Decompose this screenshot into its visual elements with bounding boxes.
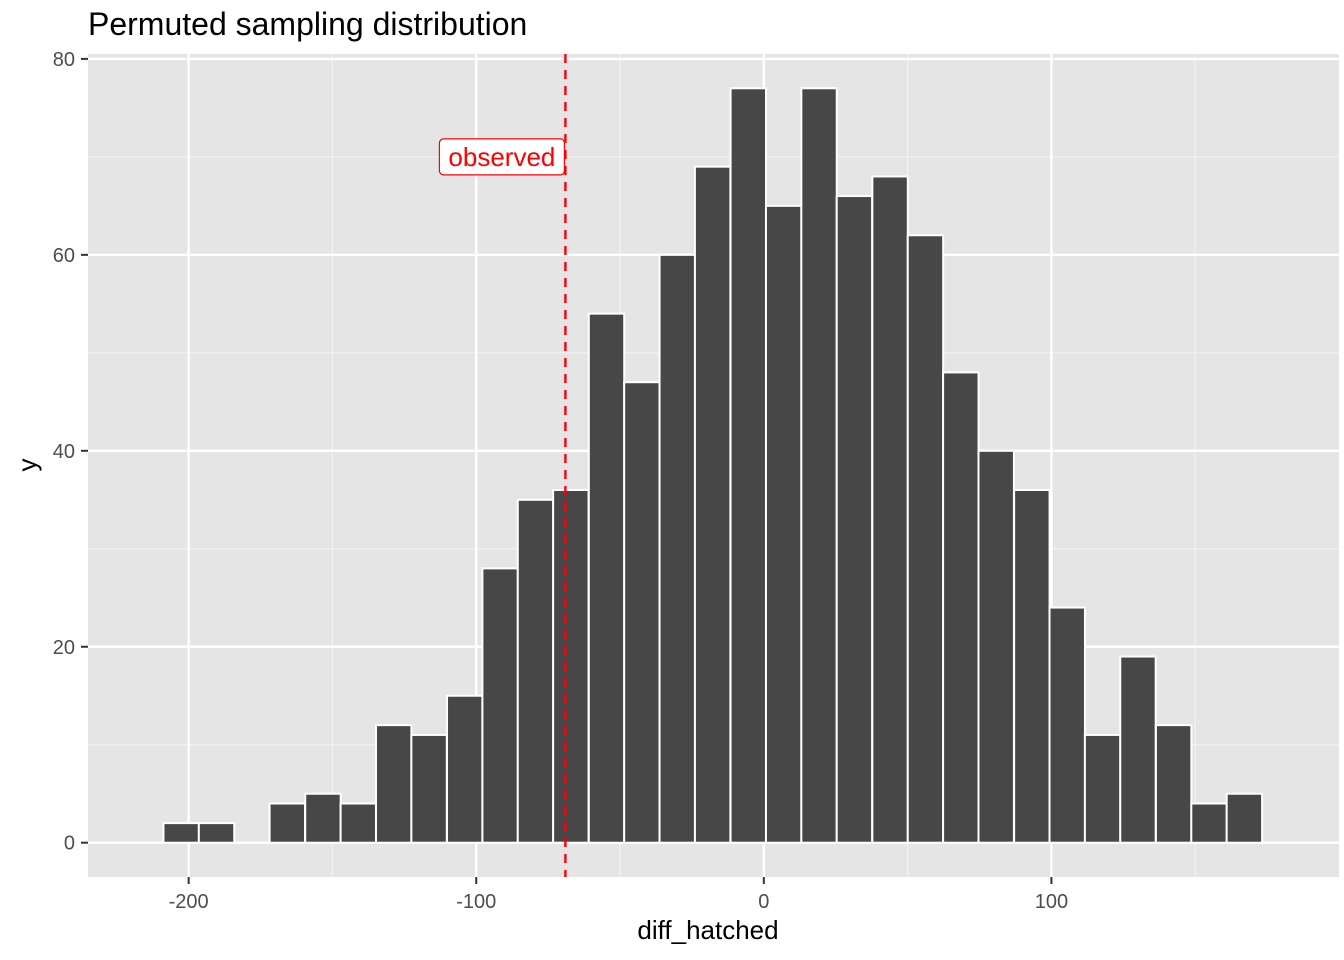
histogram-bar (1013, 488, 1051, 844)
x-tick-label: -200 (169, 891, 209, 913)
histogram-bar (552, 488, 590, 844)
y-tick-label: 20 (53, 637, 75, 659)
histogram-bar (162, 822, 200, 844)
histogram-bar (658, 253, 696, 844)
histogram-bar (977, 449, 1015, 844)
histogram-bar (1119, 655, 1157, 844)
histogram-bar (835, 195, 874, 844)
observed-label: observed (448, 142, 555, 172)
histogram-bar (304, 792, 342, 844)
x-tick-label: -100 (456, 891, 496, 913)
histogram-bar (1048, 606, 1086, 844)
histogram-bar (339, 802, 378, 844)
x-tick-label: 0 (758, 891, 769, 913)
y-axis-title: y (12, 459, 42, 472)
histogram-bar (446, 694, 484, 844)
histogram-bar (729, 87, 768, 844)
chart-title: Permuted sampling distribution (88, 6, 528, 42)
histogram-bar (197, 822, 236, 844)
histogram-bar (268, 802, 307, 844)
histogram-bar (623, 381, 661, 844)
histogram-bar (800, 87, 838, 844)
histogram-bar (374, 724, 413, 844)
histogram-bars (162, 87, 1264, 844)
y-tick-label: 40 (53, 441, 75, 463)
axes: -200 -100 0 100 0 20 40 60 80 (53, 49, 1068, 913)
histogram-bar (1190, 802, 1228, 844)
histogram-bar (906, 234, 945, 844)
observed-marker: observed (438, 54, 567, 877)
histogram-bar (764, 204, 803, 844)
histogram-bar (516, 498, 555, 844)
histogram-bar (1225, 792, 1264, 844)
y-tick-label: 0 (64, 833, 75, 855)
y-tick-label: 80 (53, 49, 75, 71)
histogram-bar (587, 312, 626, 844)
x-axis-title: diff_hatched (637, 915, 778, 945)
histogram-bar (942, 371, 980, 844)
x-tick-label: 100 (1035, 891, 1068, 913)
y-tick-label: 60 (53, 245, 75, 267)
histogram-bar (871, 175, 909, 844)
observed-label-box (438, 138, 565, 176)
histogram-bar (1083, 733, 1122, 844)
histogram-bar (693, 165, 732, 844)
histogram-bar (481, 567, 519, 844)
histogram-bar (1154, 724, 1193, 844)
histogram-bar (410, 733, 448, 844)
